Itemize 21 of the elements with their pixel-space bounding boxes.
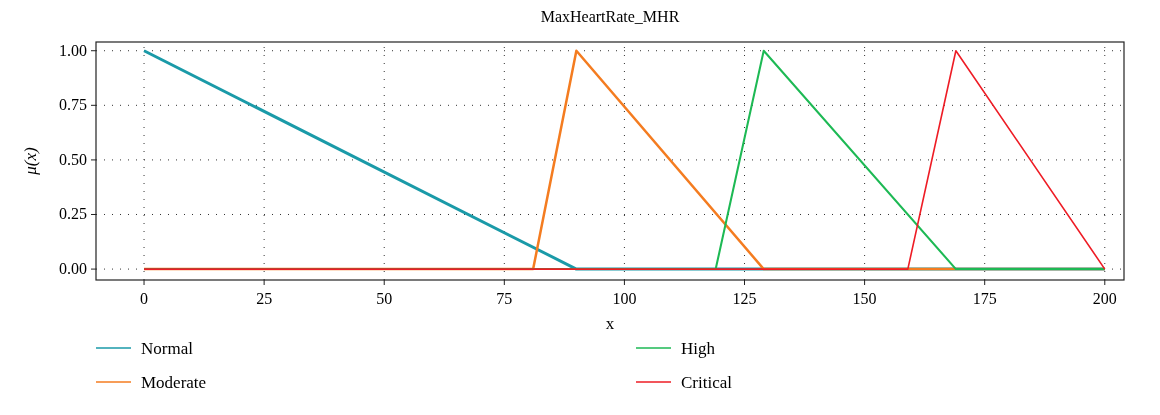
x-tick-label: 200 [1092,290,1117,307]
x-tick-label: 50 [376,290,393,307]
y-tick-label: 1.00 [59,41,87,59]
x-tick-label: 100 [612,290,637,307]
x-tick-label: 125 [732,290,757,307]
x-tick-label: 25 [256,290,273,307]
x-tick-label: 150 [852,290,877,307]
y-tick-label: 0.25 [59,205,87,223]
legend-label: Moderate [141,373,207,392]
y-axis-title: μ(x) [21,146,40,176]
y-tick-label: 0.75 [59,96,87,114]
legend-label: High [681,339,716,358]
chart-title: MaxHeartRate_MHR [540,8,680,25]
legend-label: Critical [681,373,733,392]
x-axis-title: x [605,314,615,333]
x-tick-label: 175 [972,290,997,307]
y-tick-label: 0.00 [59,260,87,278]
legend-label: Normal [141,339,194,358]
y-tick-label: 0.50 [59,150,87,168]
x-tick-label: 75 [496,290,513,307]
x-tick-label: 0 [140,290,149,307]
